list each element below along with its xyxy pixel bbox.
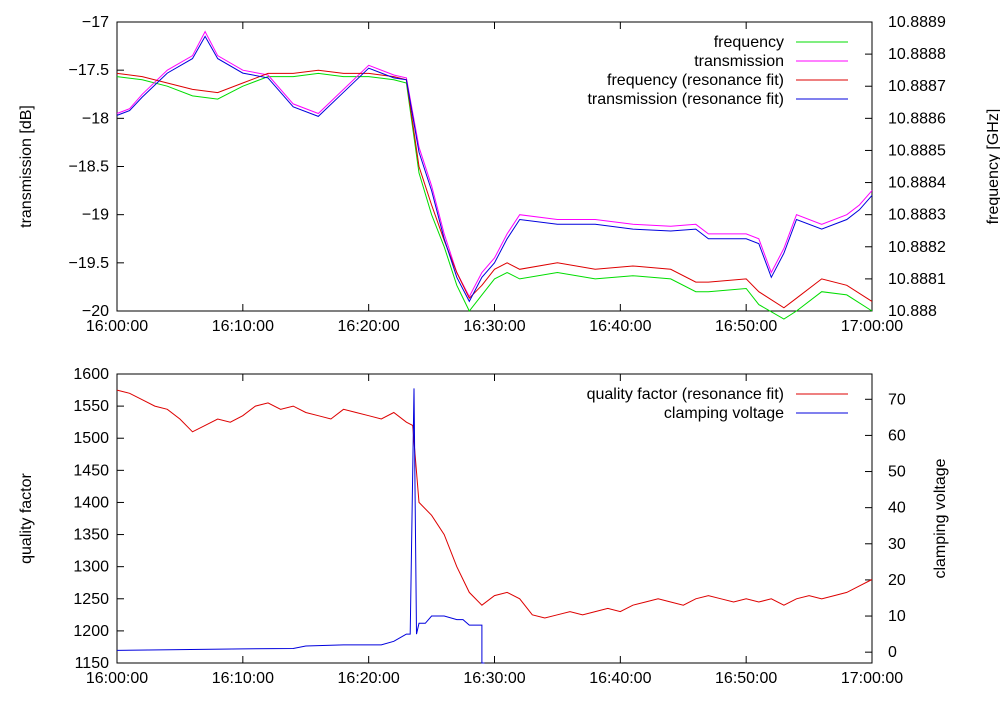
y-tick-label: 1500 — [73, 430, 109, 447]
legend-label: quality factor (resonance fit) — [587, 386, 784, 403]
y2-tick-label: 60 — [888, 427, 906, 444]
y2-axis-label: frequency [GHz] — [985, 109, 1000, 225]
legend-label: transmission (resonance fit) — [587, 91, 784, 108]
y2-tick-label: 0 — [888, 644, 897, 661]
y2-tick-label: 10.8883 — [888, 207, 946, 224]
y2-axis-label: clamping voltage — [932, 458, 949, 578]
y2-tick-label: 10.8885 — [888, 142, 946, 159]
y-tick-label: 1200 — [73, 623, 109, 640]
y2-tick-label: 10.8881 — [888, 271, 946, 288]
y2-tick-label: 30 — [888, 536, 906, 553]
bottom-panel: 16:00:00 16:10:00 16:20:00 16:30:00 16:40:00… — [18, 366, 949, 687]
y2-tick-label: 10.8884 — [888, 175, 946, 192]
series-line-1 — [116, 388, 485, 664]
y2-tick-label: 10.8886 — [888, 110, 946, 127]
y-tick-label: −18 — [82, 110, 109, 127]
x-tick-label: 16:20:00 — [338, 318, 400, 335]
x-tick-label: 16:40:00 — [589, 318, 651, 335]
legend-label: frequency — [714, 34, 784, 51]
x-tick-label: 17:00:00 — [841, 670, 903, 687]
x-tick-label: 16:20:00 — [338, 670, 400, 687]
y2-tick-label: 20 — [888, 572, 906, 589]
y2-tick-label: 10 — [888, 608, 906, 625]
x-tick-label: 17:00:00 — [841, 318, 903, 335]
y2-tick-label: 40 — [888, 500, 906, 517]
y-tick-label: 1250 — [73, 591, 109, 608]
y-tick-label: −18.5 — [69, 159, 110, 176]
y2-tick-label: 70 — [888, 391, 906, 408]
y-tick-label: −17.5 — [69, 62, 110, 79]
x-tick-label: 16:40:00 — [589, 670, 651, 687]
y-axis-label: transmission [dB] — [18, 105, 35, 228]
x-tick-label: 16:50:00 — [715, 318, 777, 335]
x-tick-label: 16:10:00 — [212, 670, 274, 687]
y-tick-label: 1450 — [73, 462, 109, 479]
x-tick-label: 16:30:00 — [463, 670, 525, 687]
x-tick-label: 16:00:00 — [86, 670, 148, 687]
y-tick-label: 1150 — [75, 655, 110, 672]
series-line-3 — [116, 35, 873, 303]
y-tick-label: 1300 — [73, 559, 109, 576]
series-line-0 — [116, 389, 873, 619]
series-line-0 — [116, 72, 873, 320]
x-tick-label: 16:10:00 — [212, 318, 274, 335]
y2-tick-label: 50 — [888, 464, 906, 481]
y-tick-label: 1400 — [73, 494, 109, 511]
y2-tick-label: 10.888 — [888, 303, 937, 320]
y2-tick-label: 10.8887 — [888, 78, 946, 95]
y-tick-label: 1600 — [73, 366, 109, 383]
series-line-1 — [116, 30, 873, 298]
top-panel: 16:00:00 16:10:00 16:20:00 16:30:00 16:40:00… — [18, 14, 1000, 335]
y-tick-label: −17 — [82, 14, 109, 31]
y-axis-label: quality factor — [18, 472, 35, 563]
legend-label: frequency (resonance fit) — [607, 72, 784, 89]
x-tick-label: 16:00:00 — [86, 318, 148, 335]
x-tick-label: 16:30:00 — [463, 318, 525, 335]
y-tick-label: −20 — [82, 303, 109, 320]
legend-label: clamping voltage — [664, 405, 784, 422]
y2-tick-label: 10.8882 — [888, 239, 946, 256]
legend-label: transmission — [694, 53, 784, 70]
y-tick-label: 1550 — [73, 398, 109, 415]
y2-tick-label: 10.8888 — [888, 46, 946, 63]
x-tick-label: 16:50:00 — [715, 670, 777, 687]
y2-tick-label: 10.8889 — [888, 14, 946, 31]
y-tick-label: 1350 — [73, 527, 109, 544]
y-tick-label: −19.5 — [69, 255, 110, 272]
y-tick-label: −19 — [82, 207, 109, 224]
